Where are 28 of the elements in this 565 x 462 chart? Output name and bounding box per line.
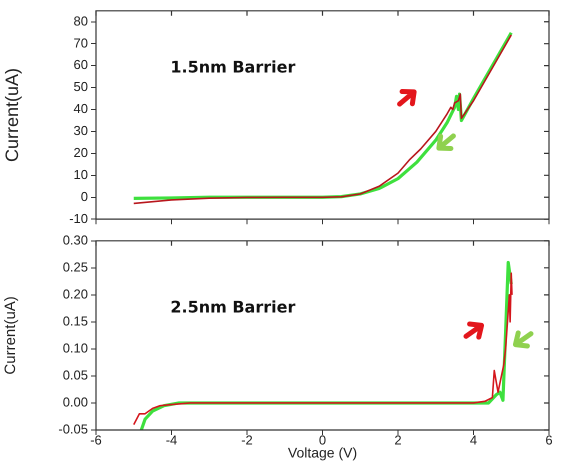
y-tick-label: 0.10 [62, 340, 88, 356]
y-tick-label: 0.25 [62, 259, 88, 274]
y-tick-label: 40 [74, 101, 88, 116]
x-tick-label: -4 [166, 432, 178, 448]
y-tick-label: 10 [74, 166, 88, 182]
y-axis-title: Current(uA) [2, 296, 20, 375]
y-tick-label: 20 [74, 144, 88, 160]
x-tick-label: -6 [90, 432, 102, 448]
annotation: 2.5nm Barrier [170, 297, 296, 316]
x-tick-label: -2 [241, 432, 253, 448]
y-tick-label: -10 [69, 210, 88, 226]
x-tick-label: 4 [470, 432, 478, 448]
y-tick-label: 0.30 [62, 232, 88, 248]
y-tick-label: 0.15 [62, 313, 88, 328]
y-tick-label: 80 [74, 13, 88, 28]
y-axis-title: Current(uA) [2, 68, 22, 162]
y-tick-label: 0.05 [62, 368, 88, 383]
x-tick-label: 2 [394, 432, 402, 448]
y-tick-label: 30 [74, 123, 88, 138]
y-tick-label: 0.20 [62, 286, 88, 302]
annotation: 1.5nm Barrier [170, 57, 296, 76]
y-tick-label: 60 [74, 57, 88, 72]
y-tick-label: 0 [80, 188, 88, 204]
x-tick-label: 6 [545, 432, 553, 448]
y-tick-label: 70 [74, 35, 88, 50]
y-tick-label: 50 [74, 79, 88, 94]
y-tick-label: -0.05 [58, 422, 88, 437]
y-tick-label: 0.00 [62, 394, 88, 410]
